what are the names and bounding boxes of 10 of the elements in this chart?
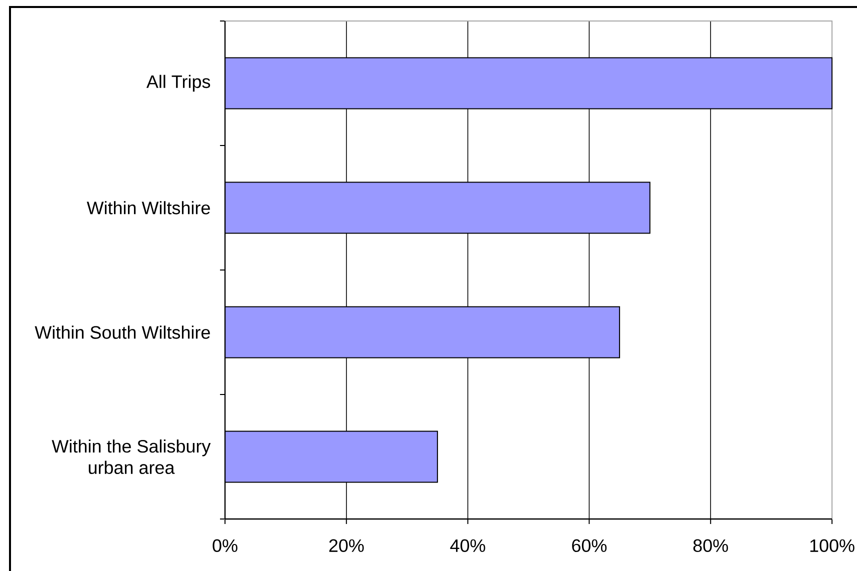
y-tick-label: Within South Wiltshire (34, 326, 210, 339)
y-tick-label: Within the Salisbury urban area (52, 439, 211, 474)
x-tick-label: 40% (450, 539, 486, 552)
x-tick-label: 80% (693, 539, 728, 552)
x-tick-label: 20% (329, 539, 364, 552)
x-tick-label: 100% (810, 539, 854, 552)
x-tick-label: 0% (212, 539, 238, 552)
y-tick-label: All Trips (146, 74, 210, 92)
y-tick-label: Within Wiltshire (86, 201, 210, 214)
x-tick-label: 60% (572, 539, 607, 552)
